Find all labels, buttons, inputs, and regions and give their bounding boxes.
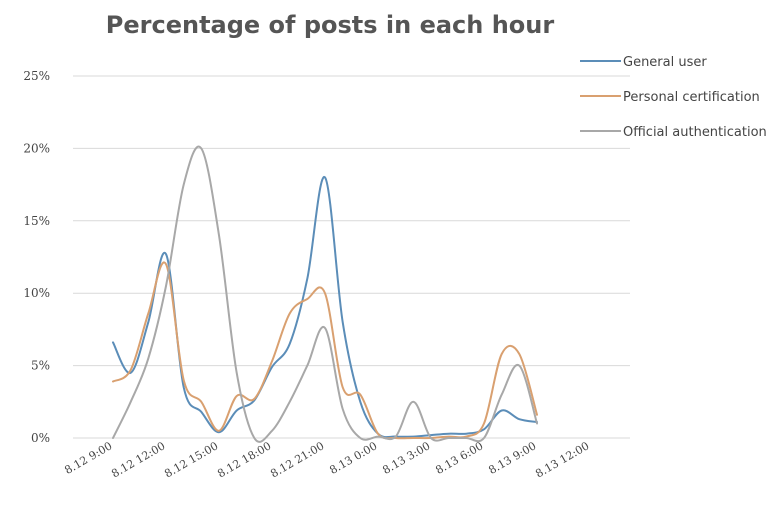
y-tick-label: 15% [23, 214, 50, 228]
y-tick-label: 5% [31, 359, 50, 373]
x-tick-label: 8.13 9:00 [486, 439, 538, 477]
y-tick-label: 10% [23, 286, 50, 300]
y-tick-label: 0% [31, 431, 50, 445]
x-axis-tick-labels: 8.12 9:008.12 12:008.12 15:008.12 18:008… [62, 439, 591, 480]
series-line-2 [112, 261, 538, 440]
x-tick-label: 8.13 6:00 [433, 439, 485, 477]
y-axis-tick-labels: 0% 5% 10% 15% 20% 25% [23, 69, 50, 445]
legend-label: Official authentication [623, 125, 767, 140]
gridlines [73, 75, 630, 439]
x-tick-label: 8.13 3:00 [380, 439, 432, 477]
y-tick-label: 20% [23, 141, 50, 155]
legend-label: Personal certification [623, 90, 760, 105]
x-tick-label: 8.12 12:00 [109, 439, 167, 480]
x-tick-label: 8.12 21:00 [268, 439, 326, 480]
x-tick-label: 8.13 12:00 [533, 439, 591, 480]
series-lines [112, 145, 538, 443]
series-line-1 [112, 176, 538, 439]
series-line-3 [112, 145, 538, 443]
x-tick-label: 8.13 0:00 [327, 439, 379, 477]
y-tick-label: 25% [23, 69, 50, 83]
x-tick-label: 8.12 9:00 [62, 439, 114, 477]
chart-title: Percentage of posts in each hour [106, 11, 555, 39]
legend-label: General user [623, 55, 707, 70]
legend: General user Personal certification Offici… [580, 55, 767, 140]
x-tick-label: 8.12 15:00 [162, 439, 220, 480]
x-tick-label: 8.12 18:00 [215, 439, 273, 480]
